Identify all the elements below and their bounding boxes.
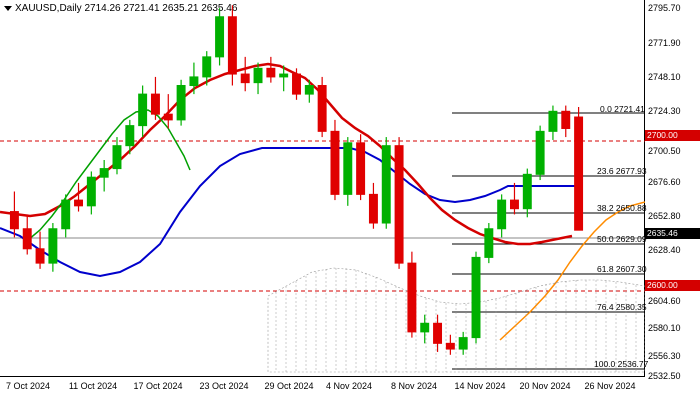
fib-label-236: 23.6 2677.93 [597, 166, 647, 176]
candle-body [368, 193, 378, 224]
candle-body [99, 168, 109, 178]
candle-body [253, 67, 263, 84]
fibonacci-levels [452, 112, 645, 370]
x-tick: 23 Oct 2024 [199, 381, 249, 391]
candle-body [484, 228, 494, 258]
candle-body [420, 322, 430, 333]
candle-body [163, 113, 173, 121]
chart-header: XAUUSD,Daily 2714.26 2721.41 2635.21 263… [4, 3, 237, 15]
x-tick: 26 Nov 2024 [584, 381, 636, 391]
candle-body [356, 142, 366, 195]
candle-body [458, 337, 468, 350]
price-tag-current: 2635.46 [645, 228, 700, 239]
candle-body [61, 199, 71, 230]
y-tick: 2748.10 [648, 72, 681, 82]
candle-body [202, 56, 212, 78]
candle-body [176, 85, 186, 121]
y-tick: 2652.80 [648, 211, 681, 221]
x-tick: 7 Oct 2024 [5, 381, 51, 391]
cloud-area [267, 267, 645, 373]
y-tick: 2771.90 [648, 38, 681, 48]
y-tick: 2580.10 [648, 323, 681, 333]
y-tick: 2556.30 [648, 351, 681, 361]
ma-slow-line [0, 147, 575, 278]
price-tag-2600: 2600.00 [645, 280, 700, 291]
y-tick: 2676.60 [648, 177, 681, 187]
candle-body [138, 93, 148, 127]
fib-label-500: 50.0 2629.09 [597, 234, 647, 244]
x-tick: 8 Nov 2024 [390, 381, 438, 391]
ma-green-line [27, 109, 191, 241]
candle-body [150, 93, 160, 115]
candlestick-series [9, 5, 584, 355]
y-tick: 2532.50 [648, 371, 681, 381]
candle-body [279, 73, 289, 78]
candle-body [9, 211, 19, 230]
candle-body [292, 73, 301, 95]
symbol-ohlc-label: XAUUSD,Daily 2714.26 2721.41 2635.21 263… [15, 3, 238, 14]
candle-body [574, 116, 584, 231]
price-axis: 2795.70 2771.90 2748.10 2724.30 2700.50 … [645, 0, 700, 381]
y-tick: 2628.40 [648, 245, 681, 255]
candle-body [522, 173, 532, 210]
cloud-vertical-hatch [275, 268, 637, 372]
candle-body [510, 199, 519, 210]
candle-body [48, 228, 58, 264]
candle-body [535, 130, 545, 175]
fib-label-764: 76.4 2580.35 [597, 302, 647, 312]
candle-body [22, 228, 32, 250]
candle-body [445, 342, 455, 350]
x-tick: 29 Oct 2024 [264, 381, 314, 391]
ma-orange-line [499, 201, 645, 341]
fib-label-618: 61.8 2607.30 [597, 264, 647, 274]
candle-body [381, 145, 391, 224]
candle-body [227, 16, 237, 75]
candle-body [317, 85, 327, 132]
candle-body [561, 110, 571, 129]
candle-body [125, 125, 135, 147]
fib-label-1000: 100.0 2536.77 [594, 359, 649, 369]
candle-body [394, 145, 404, 264]
candle-body [497, 199, 507, 230]
x-tick: 14 Nov 2024 [454, 381, 506, 391]
candle-body [86, 176, 96, 207]
candle-body [343, 142, 353, 195]
y-tick: 2604.60 [648, 296, 681, 306]
x-tick: 4 Nov 2024 [325, 381, 373, 391]
candle-body [433, 322, 443, 344]
plot-area [0, 0, 645, 377]
y-tick: 2700.50 [648, 146, 681, 156]
x-tick: 11 Oct 2024 [68, 381, 118, 391]
collapse-triangle-icon[interactable] [4, 5, 12, 11]
candle-body [471, 256, 481, 339]
candle-body [266, 67, 276, 78]
candle-body [240, 73, 250, 84]
y-tick: 2724.30 [648, 106, 681, 116]
candle-body [304, 85, 314, 95]
chart-canvas [0, 5, 645, 373]
candle-body [74, 199, 83, 207]
candle-body [215, 16, 225, 58]
x-tick: 17 Oct 2024 [133, 381, 183, 391]
candle-body [330, 130, 340, 195]
candle-body [548, 110, 558, 132]
price-tag-2700: 2700.00 [645, 130, 700, 141]
y-tick: 2795.70 [648, 3, 681, 13]
candle-body [35, 248, 45, 264]
ma-fast-line [0, 62, 573, 246]
fib-label-0: 0.0 2721.41 [600, 104, 645, 114]
x-tick: 20 Nov 2024 [519, 381, 571, 391]
candle-body [407, 262, 417, 333]
candle-body [189, 76, 199, 87]
fib-label-382: 38.2 2650.88 [597, 203, 647, 213]
candle-body [112, 145, 122, 170]
